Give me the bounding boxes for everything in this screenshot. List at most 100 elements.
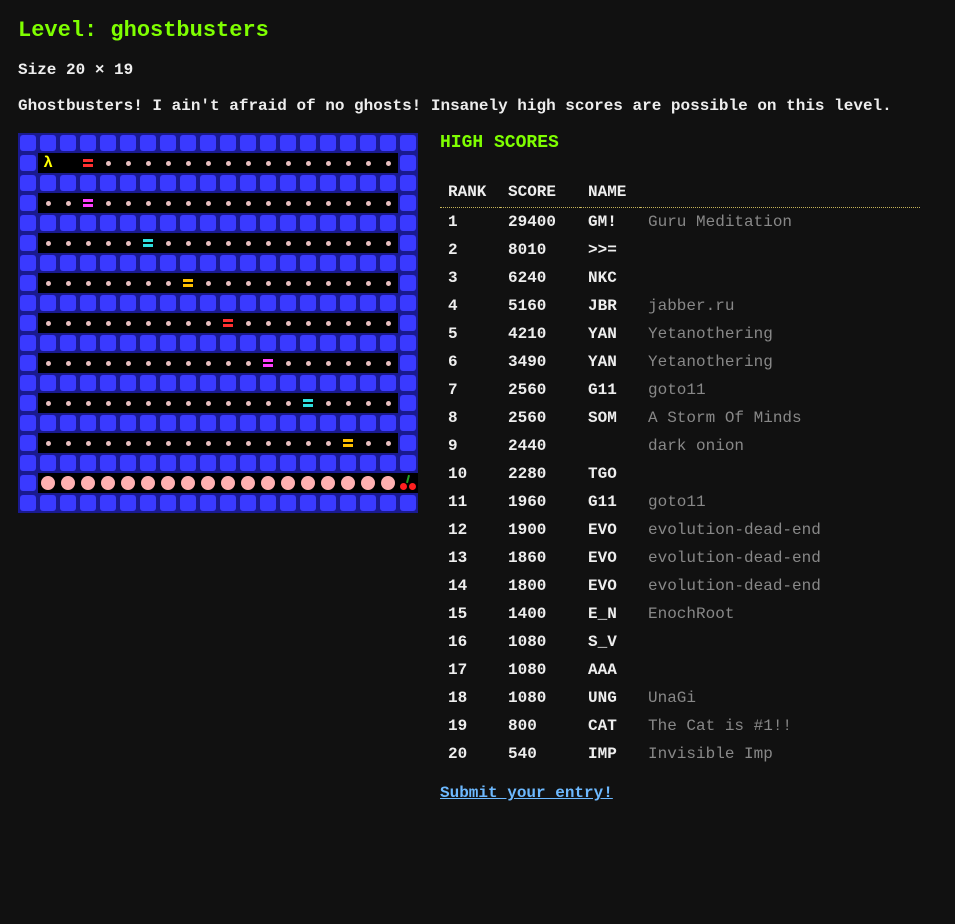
dot-tile	[138, 353, 158, 373]
wall-tile	[298, 253, 318, 273]
wall-tile	[218, 173, 238, 193]
table-row: 121900EVOevolution-dead-end	[440, 516, 920, 544]
dot-tile	[98, 313, 118, 333]
wall-tile	[178, 293, 198, 313]
wall-tile	[218, 133, 238, 153]
wall-tile	[258, 373, 278, 393]
wall-tile	[298, 413, 318, 433]
dot-tile	[258, 313, 278, 333]
score-cell: 3490	[500, 348, 580, 376]
power-pellet-tile	[158, 473, 178, 493]
wall-tile	[378, 453, 398, 473]
col-name: NAME	[580, 179, 640, 208]
wall-tile	[78, 453, 98, 473]
wall-tile	[178, 173, 198, 193]
score-cell: 2440	[500, 432, 580, 460]
wall-tile	[198, 293, 218, 313]
wall-tile	[98, 493, 118, 513]
score-cell: 6240	[500, 264, 580, 292]
wall-tile	[118, 213, 138, 233]
wall-tile	[18, 173, 38, 193]
wall-tile	[218, 413, 238, 433]
dot-tile	[58, 313, 78, 333]
dot-tile	[118, 153, 138, 173]
name-cell: SOM	[580, 404, 640, 432]
wall-tile	[218, 493, 238, 513]
wall-tile	[338, 253, 358, 273]
power-pellet-tile	[258, 473, 278, 493]
wall-tile	[238, 413, 258, 433]
wall-tile	[218, 373, 238, 393]
table-row: 82560SOMA Storm Of Minds	[440, 404, 920, 432]
name-cell: >>=	[580, 236, 640, 264]
wall-tile	[118, 333, 138, 353]
wall-tile	[278, 173, 298, 193]
ghost-icon	[78, 193, 98, 213]
dot-tile	[338, 273, 358, 293]
submit-entry-link[interactable]: Submit your entry!	[440, 784, 613, 802]
dot-tile	[318, 233, 338, 253]
dot-tile	[178, 313, 198, 333]
wall-tile	[18, 473, 38, 493]
dot-tile	[118, 233, 138, 253]
dot-tile	[338, 233, 358, 253]
wall-tile	[378, 213, 398, 233]
rank-cell: 18	[440, 684, 500, 712]
wall-tile	[378, 253, 398, 273]
wall-tile	[18, 373, 38, 393]
rank-cell: 3	[440, 264, 500, 292]
score-cell: 1900	[500, 516, 580, 544]
comment-cell: UnaGi	[640, 684, 920, 712]
score-cell: 1400	[500, 600, 580, 628]
wall-tile	[18, 153, 38, 173]
wall-tile	[198, 253, 218, 273]
power-pellet-tile	[198, 473, 218, 493]
dot-tile	[378, 233, 398, 253]
table-row: 111960G11goto11	[440, 488, 920, 516]
wall-tile	[398, 313, 418, 333]
rank-cell: 1	[440, 208, 500, 237]
wall-tile	[238, 213, 258, 233]
wall-tile	[58, 413, 78, 433]
dot-tile	[218, 393, 238, 413]
wall-tile	[298, 373, 318, 393]
wall-tile	[158, 253, 178, 273]
name-cell: S_V	[580, 628, 640, 656]
dot-tile	[38, 353, 58, 373]
rank-cell: 6	[440, 348, 500, 376]
power-pellet-tile	[358, 473, 378, 493]
wall-tile	[98, 173, 118, 193]
wall-tile	[398, 253, 418, 273]
wall-tile	[58, 213, 78, 233]
score-cell: 8010	[500, 236, 580, 264]
wall-tile	[38, 413, 58, 433]
wall-tile	[178, 253, 198, 273]
wall-tile	[318, 213, 338, 233]
comment-cell: Guru Meditation	[640, 208, 920, 237]
level-map: λ	[18, 133, 418, 513]
wall-tile	[198, 373, 218, 393]
table-row: 171080AAA	[440, 656, 920, 684]
wall-tile	[398, 413, 418, 433]
dot-tile	[158, 193, 178, 213]
wall-tile	[178, 493, 198, 513]
dot-tile	[198, 153, 218, 173]
wall-tile	[298, 173, 318, 193]
level-description: Ghostbusters! I ain't afraid of no ghost…	[18, 97, 937, 115]
level-size: Size 20 × 19	[18, 61, 937, 79]
wall-tile	[238, 253, 258, 273]
dot-tile	[118, 193, 138, 213]
wall-tile	[318, 173, 338, 193]
score-cell: 1080	[500, 684, 580, 712]
wall-tile	[138, 133, 158, 153]
ghost-icon	[178, 273, 198, 293]
wall-tile	[238, 373, 258, 393]
wall-tile	[78, 253, 98, 273]
table-row: 161080S_V	[440, 628, 920, 656]
wall-tile	[278, 413, 298, 433]
wall-tile	[258, 133, 278, 153]
wall-tile	[118, 453, 138, 473]
dot-tile	[178, 233, 198, 253]
dot-tile	[178, 193, 198, 213]
wall-tile	[398, 173, 418, 193]
